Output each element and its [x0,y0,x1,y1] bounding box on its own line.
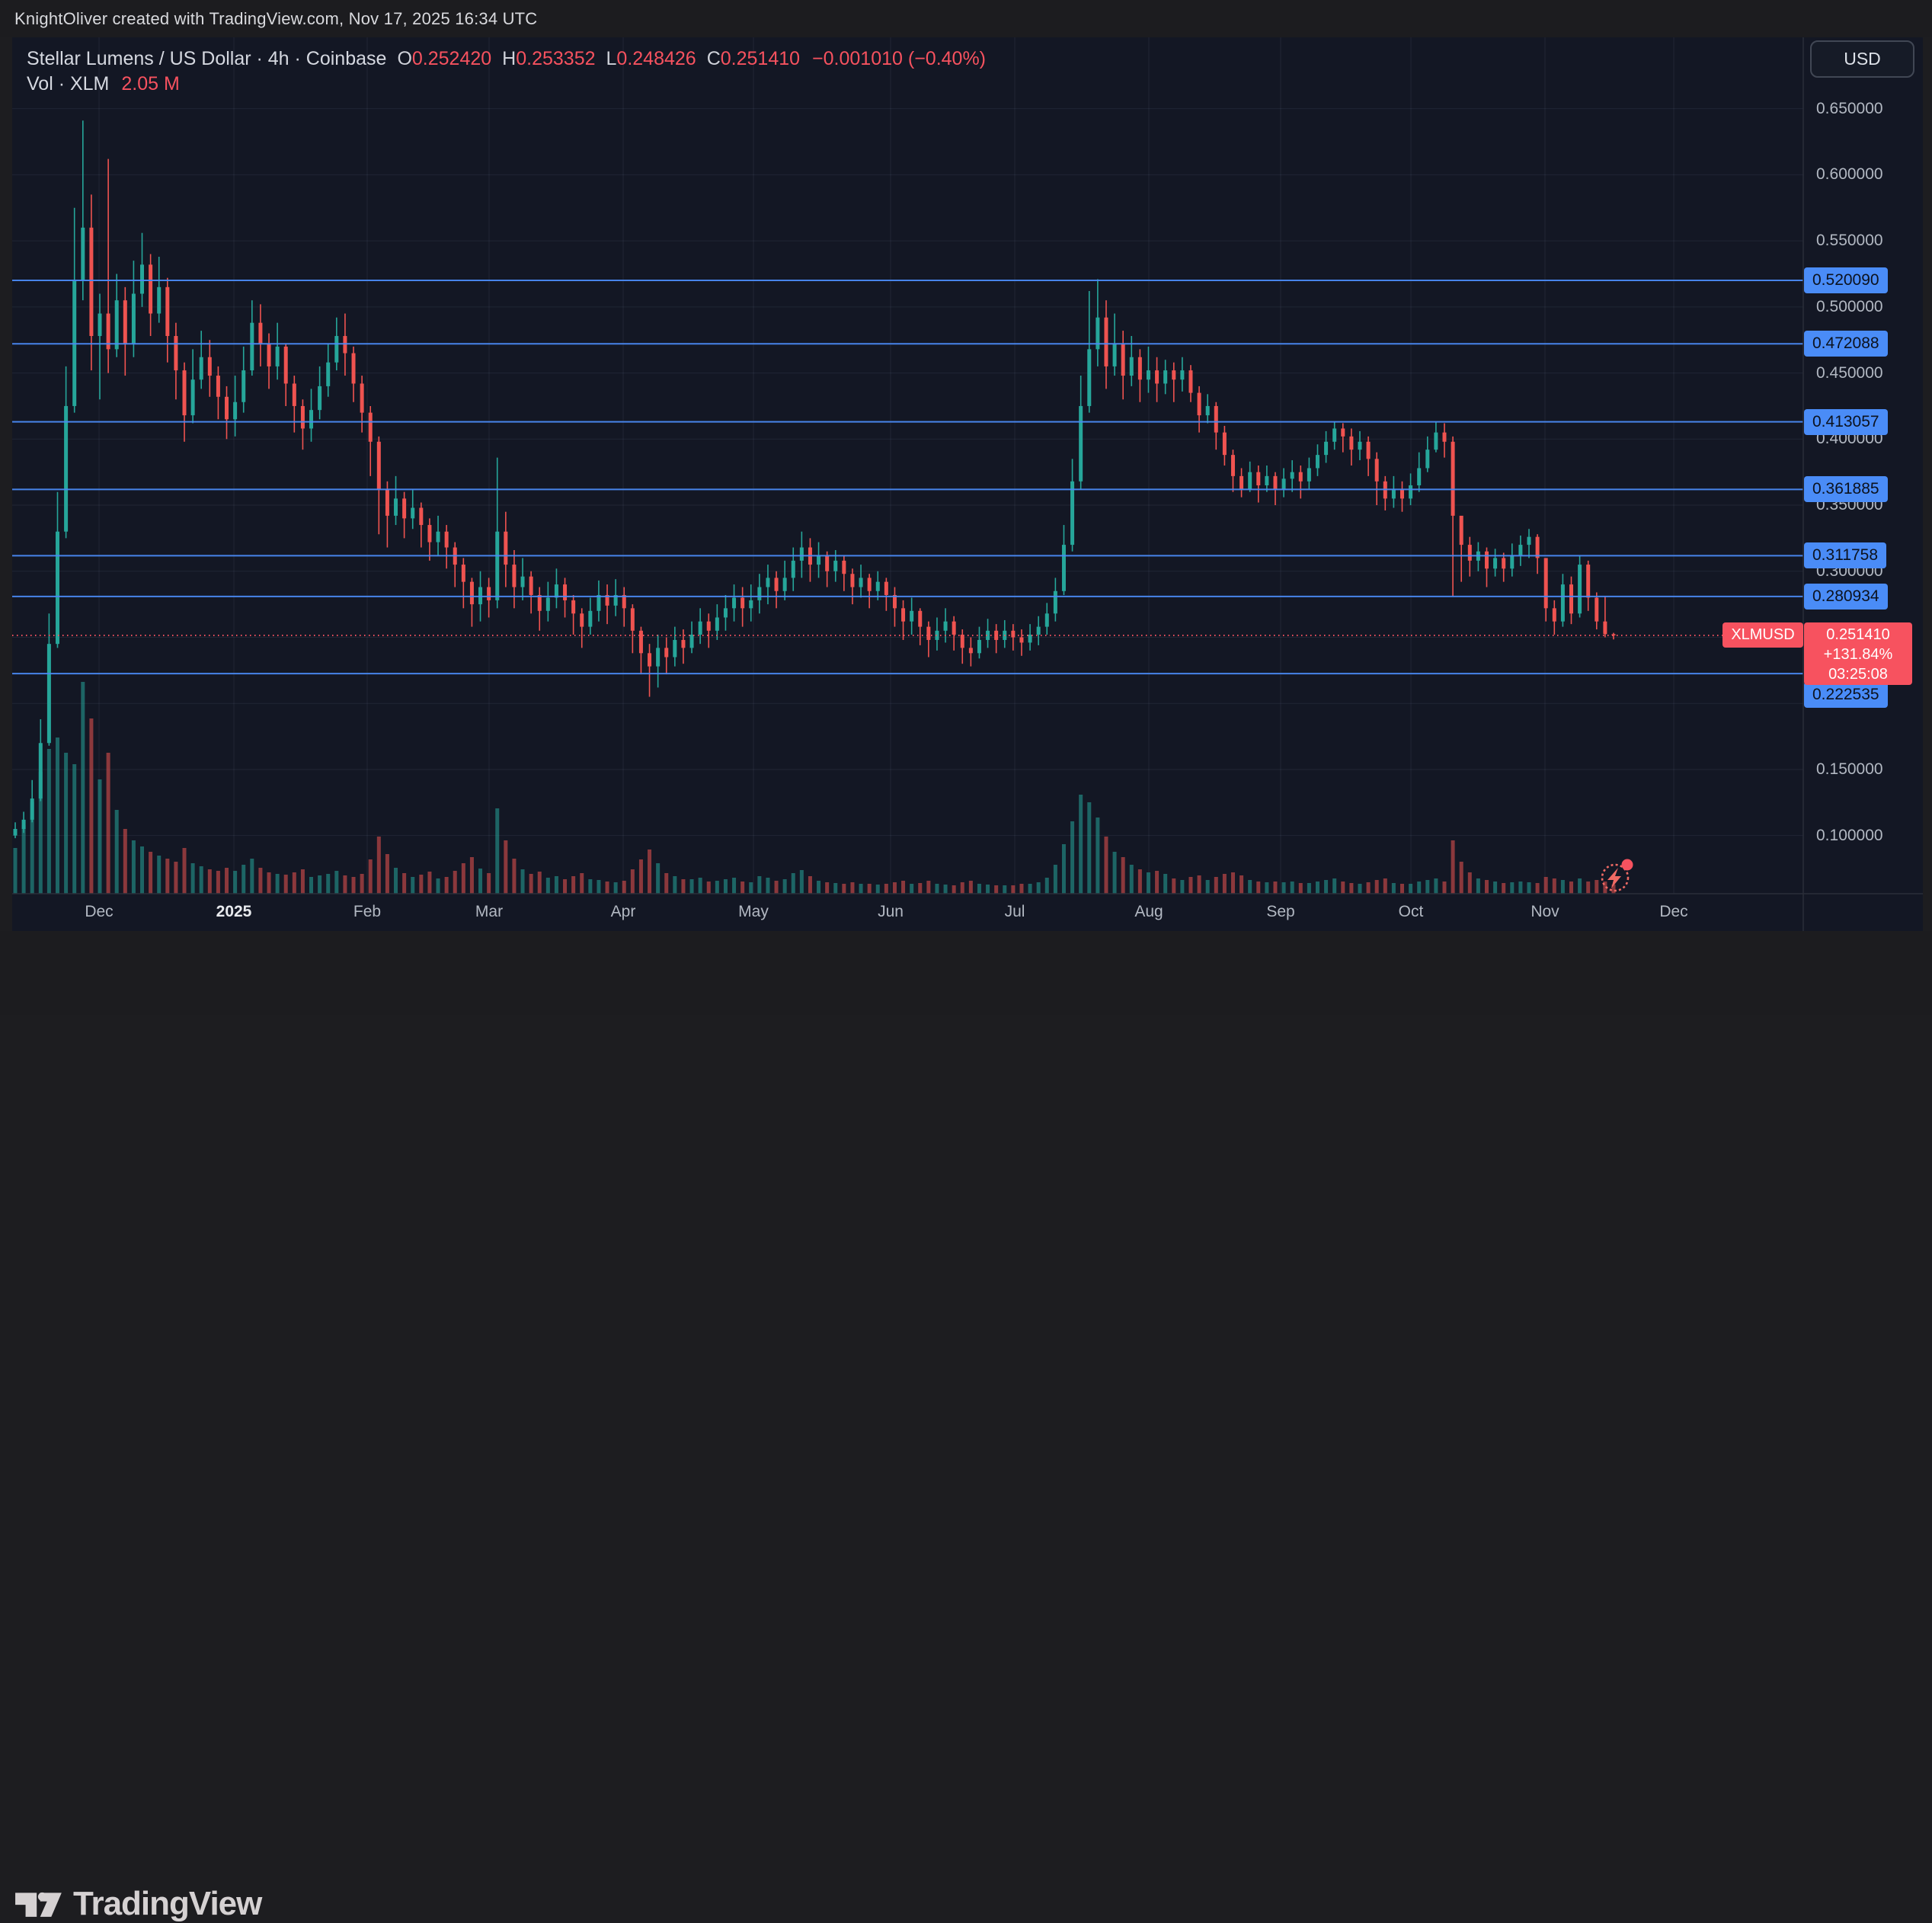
low-value: 0.248426 [616,48,696,69]
price-axis-tick: 0.450000 [1816,363,1883,382]
tradingview-wordmark: TradingView [73,1885,262,1922]
high-key: H [502,48,517,69]
price-axis-tick: 0.150000 [1816,760,1883,778]
time-axis-label: Feb [353,903,382,920]
time-axis-label: Oct [1398,903,1424,920]
tradingview-logo-icon [15,1892,62,1917]
chart-panel[interactable] [12,37,1923,931]
price-axis-tick: 0.100000 [1816,826,1883,844]
bar-countdown: 03:25:08 [1828,666,1888,683]
line-price-badge[interactable]: 0.280934 [1804,583,1888,610]
time-axis-label: Mar [475,903,504,920]
flash-circle [1601,863,1630,892]
close-key: C [706,48,721,69]
time-axis-label: Jun [878,903,904,920]
line-price-badge[interactable]: 0.361885 [1804,476,1888,503]
chart-legend[interactable]: Stellar Lumens / US Dollar · 4h · Coinba… [27,47,986,98]
last-price-badge: 0.251410 +131.84% 03:25:08 [1804,622,1912,685]
line-price-badge[interactable]: 0.472088 [1804,331,1888,357]
time-axis-label: 2025 [216,903,252,920]
time-axis-label: Apr [610,903,636,920]
legend-symbol-row[interactable]: Stellar Lumens / US Dollar · 4h · Coinba… [27,47,986,71]
flash-dot [1621,859,1633,871]
price-axis-tick: 0.550000 [1816,232,1883,250]
symbol-title: Stellar Lumens / US Dollar · 4h · Coinba… [27,48,387,69]
close-value: 0.251410 [720,48,801,69]
time-axis-label: Dec [1659,903,1688,920]
last-price-change: +131.84% [1823,646,1893,663]
last-price-value: 0.251410 [1826,626,1890,643]
footer-bar: TradingView [0,931,1932,1922]
attribution-bar: KnightOliver created with TradingView.co… [0,0,1932,37]
tradingview-brand-link[interactable]: TradingView [15,1885,262,1922]
time-axis-label: Dec [85,903,114,920]
time-axis-label: Aug [1134,903,1163,920]
line-price-badge[interactable]: 0.520090 [1804,267,1888,293]
line-price-badge[interactable]: 0.311758 [1804,542,1887,569]
attribution-text: KnightOliver created with TradingView.co… [14,9,538,28]
line-price-badge[interactable]: 0.222535 [1804,682,1888,709]
time-axis-label: Sep [1266,903,1295,920]
low-key: L [606,48,617,69]
open-value: 0.252420 [411,48,492,69]
open-key: O [397,48,412,69]
change-value: −0.001010 (−0.40%) [812,48,987,69]
time-axis-label: May [738,903,769,920]
time-axis-label: Jul [1004,903,1025,920]
price-axis-tick: 0.600000 [1816,165,1883,184]
high-value: 0.253352 [516,48,596,69]
price-axis-tick: 0.500000 [1816,297,1883,315]
line-price-badge[interactable]: 0.413057 [1804,408,1888,435]
time-axis-label: Nov [1531,903,1559,920]
flash-icon [1601,859,1633,892]
volume-value: 2.05 M [121,73,180,94]
volume-label: Vol · XLM [27,73,110,94]
lightning-bolt-icon [1607,868,1621,888]
currency-toggle-button[interactable]: USD [1810,40,1914,78]
legend-volume-row[interactable]: Vol · XLM 2.05 M [27,72,986,96]
price-axis-tick: 0.650000 [1816,99,1883,117]
symbol-price-line-marker[interactable]: XLMUSD [1722,622,1803,648]
